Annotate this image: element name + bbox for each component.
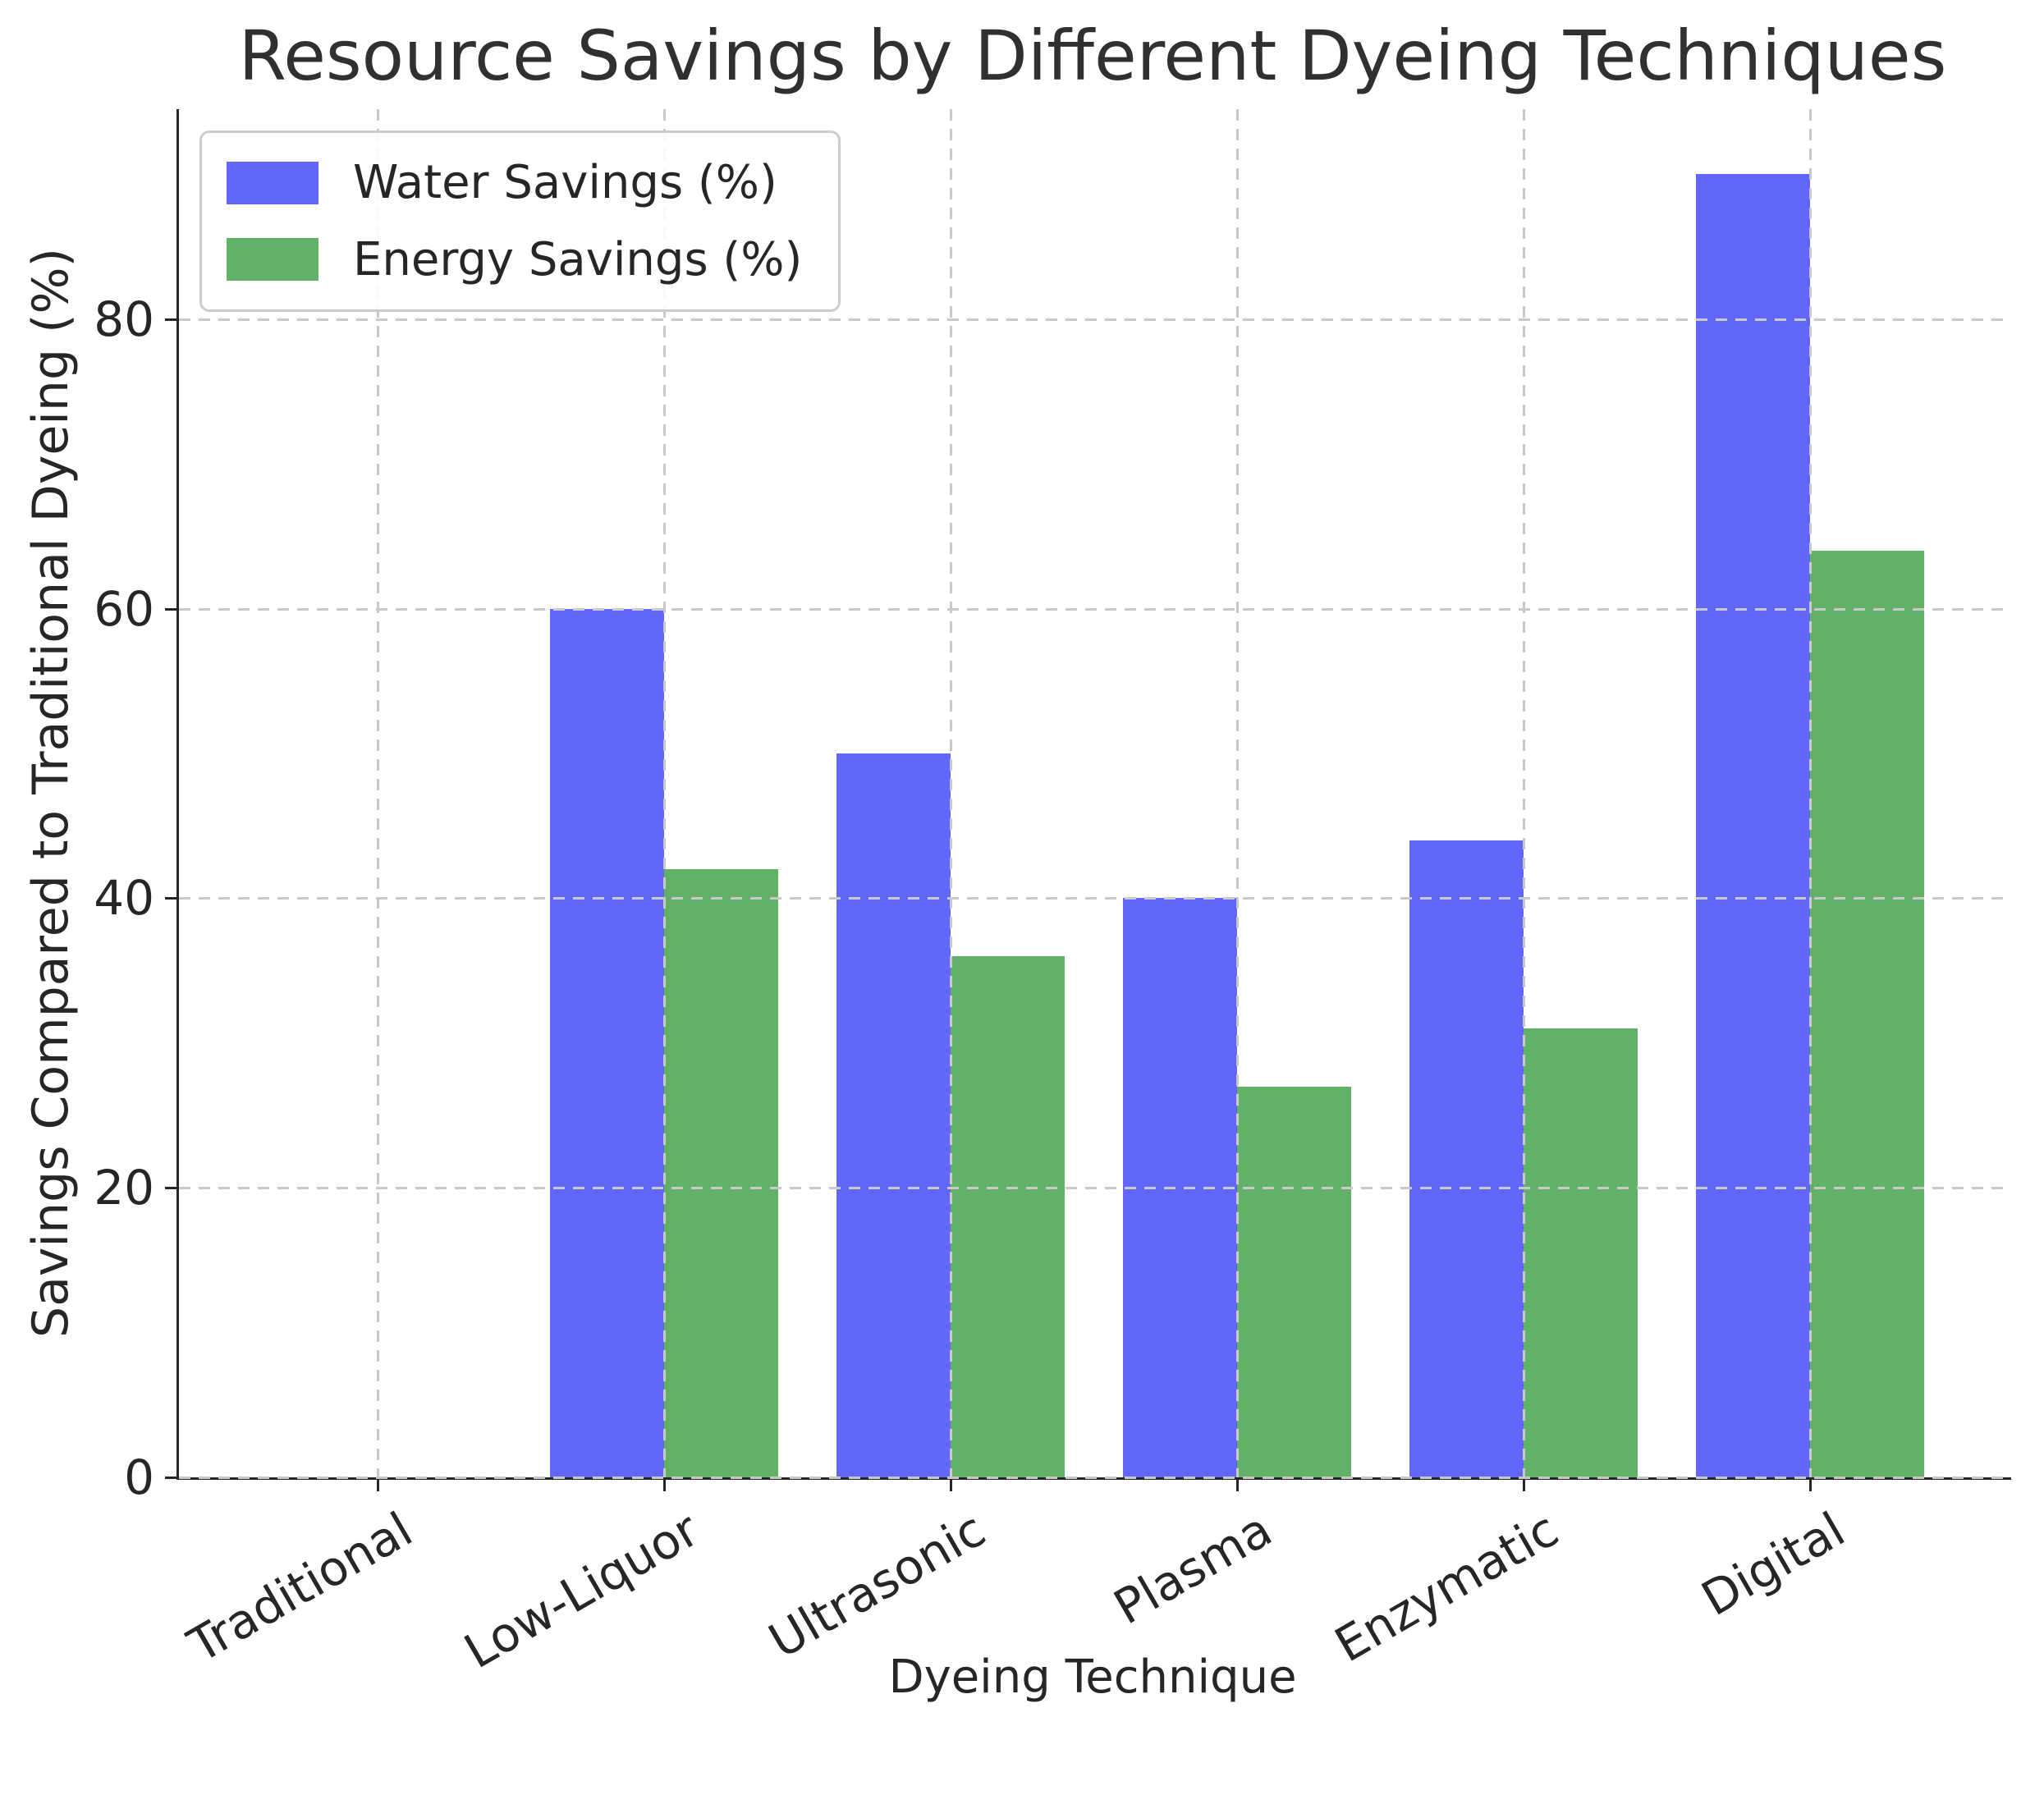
- legend-item-water: Water Savings (%): [227, 158, 802, 208]
- y-tickmark-80: [165, 318, 176, 321]
- x-tickmark-low-liquor: [663, 1480, 666, 1491]
- gridline-y-60: [179, 607, 2011, 611]
- gridline-x-ultrasonic: [950, 109, 952, 1477]
- y-tickmark-60: [165, 607, 176, 611]
- y-tick-label-20: 20: [94, 1160, 154, 1216]
- gridline-y-0: [179, 1477, 2011, 1479]
- gridline-y-80: [179, 318, 2011, 321]
- bar-water-digital: [1696, 174, 1810, 1477]
- x-tick-label-traditional: Traditional: [178, 1501, 422, 1674]
- gridline-x-enzymatic: [1523, 109, 1525, 1477]
- y-tickmark-20: [165, 1187, 176, 1190]
- energy-savings-swatch-icon: [227, 238, 319, 282]
- water-savings-swatch-icon: [227, 161, 319, 204]
- bar-energy-low-liquor: [664, 869, 778, 1477]
- bar-energy-digital: [1810, 551, 1924, 1477]
- gridline-x-digital: [1809, 109, 1812, 1477]
- y-tick-label-80: 80: [94, 291, 154, 347]
- y-tick-label-60: 60: [94, 580, 154, 637]
- bar-energy-enzymatic: [1524, 1028, 1638, 1477]
- x-tickmark-ultrasonic: [950, 1480, 952, 1491]
- gridline-x-plasma: [1236, 109, 1239, 1477]
- bar-energy-ultrasonic: [951, 956, 1065, 1477]
- gridline-x-traditional: [377, 109, 379, 1477]
- x-tickmark-plasma: [1236, 1480, 1239, 1491]
- y-tickmark-40: [165, 897, 176, 900]
- plot-area: 0 20 40 60 80 Traditional Low-Liquor Ultrasonic…: [94, 109, 2011, 1679]
- bar-water-low-liquor: [550, 609, 664, 1477]
- legend: Water Savings (%) Energy Savings (%): [199, 130, 841, 313]
- x-tickmark-traditional: [377, 1480, 379, 1491]
- legend-label-energy: Energy Savings (%): [353, 232, 803, 286]
- x-axis-label: Dyeing Technique: [888, 1651, 1297, 1704]
- gridline-x-low-liquor: [663, 109, 666, 1477]
- bar-water-enzymatic: [1409, 840, 1524, 1477]
- bar-water-ultrasonic: [836, 753, 951, 1477]
- y-tick-label-0: 0: [124, 1449, 154, 1505]
- bar-energy-plasma: [1237, 1087, 1351, 1477]
- y-tickmark-0: [165, 1477, 176, 1479]
- chart-title: Resource Savings by Different Dyeing Tec…: [238, 16, 1947, 96]
- y-tick-label-40: 40: [94, 870, 154, 927]
- gridline-y-40: [179, 897, 2011, 900]
- legend-label-water: Water Savings (%): [353, 156, 777, 209]
- legend-item-energy: Energy Savings (%): [227, 232, 803, 286]
- x-tick-label-digital: Digital: [1692, 1501, 1854, 1628]
- x-tickmark-enzymatic: [1523, 1480, 1525, 1491]
- gridline-y-20: [179, 1187, 2011, 1190]
- x-tick-label-low-liquor: Low-Liquor: [455, 1501, 708, 1680]
- x-tickmark-digital: [1809, 1480, 1812, 1491]
- bar-chart: Resource Savings by Different Dyeing Tec…: [22, 16, 2011, 1701]
